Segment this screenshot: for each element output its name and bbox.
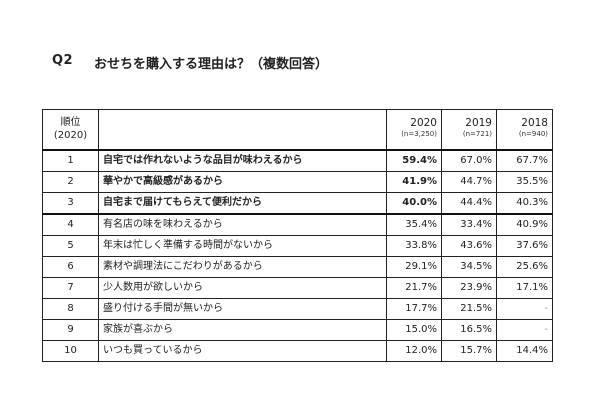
reason-cell: 少人数用が欲しいから (98, 277, 387, 299)
value-2019-cell: 43.6% (441, 235, 497, 257)
rank-cell: 2 (42, 171, 99, 193)
table-row: 9 家族が喜ぶから 15.0% 16.5% - (42, 319, 553, 341)
table-row: 3 自宅まで届けてもらえて便利だから 40.0% 44.4% 40.3% (42, 192, 553, 215)
rank-cell: 6 (42, 256, 99, 278)
value-2020-cell: 17.7% (386, 298, 442, 320)
year-header-2018: 2018 (496, 109, 553, 128)
table-header-row: 順位 2020 2019 2018 (42, 109, 553, 128)
rank-cell: 9 (42, 319, 99, 341)
year-header-2020: 2020 (386, 109, 442, 128)
survey-results-table: 順位 2020 2019 2018 (2020) (n=3,250) (n=72… (42, 109, 553, 362)
rank-cell: 4 (42, 213, 99, 236)
reason-cell: 自宅では作れないような品目が味わえるから (98, 149, 387, 172)
table-row: 2 華やかで高級感があるから 41.9% 44.7% 35.5% (42, 171, 553, 193)
value-2018-cell: 25.6% (496, 256, 553, 278)
year-header-2019: 2019 (441, 109, 497, 128)
value-2018-cell: 67.7% (496, 149, 553, 172)
reason-cell: いつも買っているから (98, 340, 387, 362)
value-2019-cell: 33.4% (441, 213, 497, 236)
table-row: 10 いつも買っているから 12.0% 15.7% 14.4% (42, 340, 553, 362)
rank-cell: 7 (42, 277, 99, 299)
reason-cell: 家族が喜ぶから (98, 319, 387, 341)
value-2019-cell: 34.5% (441, 256, 497, 278)
reason-header-cell-lower (98, 128, 387, 151)
rank-header-label: 順位 (42, 109, 99, 128)
rank-cell: 1 (42, 149, 99, 172)
value-2020-cell: 33.8% (386, 235, 442, 257)
value-2018-cell: - (496, 319, 553, 341)
reason-cell: 自宅まで届けてもらえて便利だから (98, 192, 387, 215)
value-2018-cell: 17.1% (496, 277, 553, 299)
reason-cell: 年末は忙しく準備する時間がないから (98, 235, 387, 257)
rank-cell: 8 (42, 298, 99, 320)
value-2019-cell: 15.7% (441, 340, 497, 362)
sample-size-2018: (n=940) (496, 128, 553, 151)
value-2020-cell: 59.4% (386, 149, 442, 172)
value-2018-cell: 40.3% (496, 192, 553, 215)
value-2020-cell: 35.4% (386, 213, 442, 236)
question-title: おせちを購入する理由は？（複数回答） (94, 57, 329, 72)
table-row: 8 盛り付ける手間が無いから 17.7% 21.5% - (42, 298, 553, 320)
table-row: 7 少人数用が欲しいから 21.7% 23.9% 17.1% (42, 277, 553, 299)
table-row: 4 有名店の味を味わえるから 35.4% 33.4% 40.9% (42, 213, 553, 236)
value-2018-cell: 35.5% (496, 171, 553, 193)
value-2019-cell: 44.4% (441, 192, 497, 215)
reason-cell: 有名店の味を味わえるから (98, 213, 387, 236)
rank-cell: 10 (42, 340, 99, 362)
table-row: 1 自宅では作れないような品目が味わえるから 59.4% 67.0% 67.7% (42, 149, 553, 172)
table-row: 5 年末は忙しく準備する時間がないから 33.8% 43.6% 37.6% (42, 235, 553, 257)
table-row: 6 素材や調理法にこだわりがあるから 29.1% 34.5% 25.6% (42, 256, 553, 278)
value-2020-cell: 21.7% (386, 277, 442, 299)
sample-size-2020: (n=3,250) (386, 128, 442, 151)
rank-cell: 3 (42, 192, 99, 215)
sample-size-2019: (n=721) (441, 128, 497, 151)
value-2019-cell: 67.0% (441, 149, 497, 172)
value-2019-cell: 44.7% (441, 171, 497, 193)
value-2020-cell: 40.0% (386, 192, 442, 215)
value-2020-cell: 12.0% (386, 340, 442, 362)
value-2019-cell: 16.5% (441, 319, 497, 341)
value-2018-cell: 14.4% (496, 340, 553, 362)
value-2020-cell: 41.9% (386, 171, 442, 193)
rank-header-year: (2020) (42, 128, 99, 151)
value-2019-cell: 21.5% (441, 298, 497, 320)
question-number: Q2 (52, 53, 74, 68)
reason-cell: 盛り付ける手間が無いから (98, 298, 387, 320)
value-2019-cell: 23.9% (441, 277, 497, 299)
value-2018-cell: 40.9% (496, 213, 553, 236)
reason-header-cell (98, 109, 387, 128)
table-subheader-row: (2020) (n=3,250) (n=721) (n=940) (42, 128, 553, 151)
reason-cell: 華やかで高級感があるから (98, 171, 387, 193)
value-2018-cell: 37.6% (496, 235, 553, 257)
value-2018-cell: - (496, 298, 553, 320)
value-2020-cell: 29.1% (386, 256, 442, 278)
value-2020-cell: 15.0% (386, 319, 442, 341)
rank-cell: 5 (42, 235, 99, 257)
reason-cell: 素材や調理法にこだわりがあるから (98, 256, 387, 278)
